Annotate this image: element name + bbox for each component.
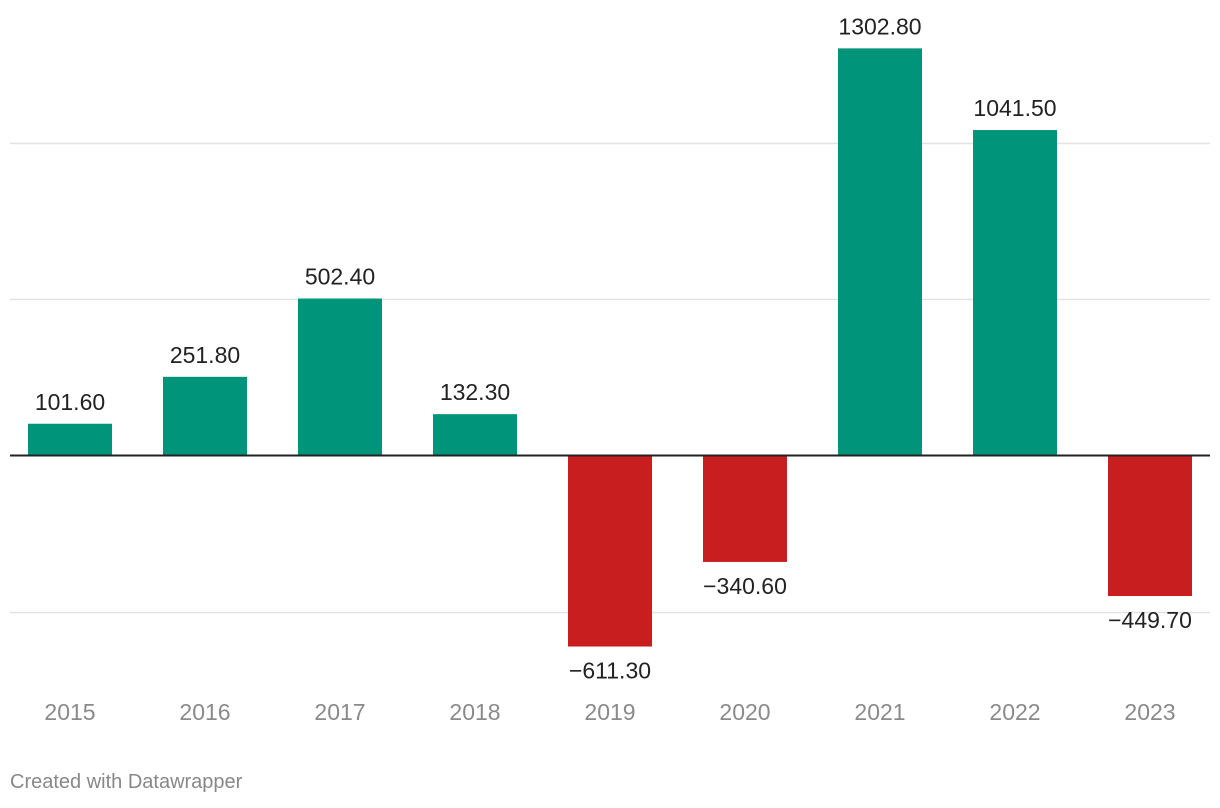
bars (28, 48, 1192, 647)
value-label: 1302.80 (838, 13, 921, 39)
value-label: 502.40 (305, 264, 375, 290)
x-tick-label: 2016 (179, 699, 230, 725)
value-labels: 101.60 251.80 502.40 132.30 −611.30 −340.60 13… (35, 13, 1192, 683)
value-label: 251.80 (170, 342, 240, 368)
bar-2023 (1108, 455, 1192, 597)
x-axis-ticks: 2015 2016 2017 2018 2019 2020 2021 2022 2023 (44, 699, 1175, 725)
footer-credit: Created with Datawrapper (10, 771, 243, 793)
x-tick-label: 2020 (719, 699, 770, 725)
bar-2022 (973, 130, 1057, 456)
bar-2017 (298, 298, 382, 456)
bar-2015 (28, 423, 112, 456)
bar-2018 (433, 414, 517, 456)
bar-2020 (703, 455, 787, 562)
value-label: 1041.50 (973, 95, 1056, 121)
x-tick-label: 2021 (854, 699, 905, 725)
x-tick-label: 2019 (584, 699, 635, 725)
x-tick-label: 2015 (44, 699, 95, 725)
bar-2019 (568, 455, 652, 647)
value-label: 101.60 (35, 389, 105, 415)
x-tick-label: 2017 (314, 699, 365, 725)
x-tick-label: 2022 (989, 699, 1040, 725)
value-label: −340.60 (703, 573, 787, 599)
x-tick-label: 2023 (1124, 699, 1175, 725)
value-label: −449.70 (1108, 607, 1192, 633)
value-label: −611.30 (569, 658, 651, 684)
bar-2016 (163, 376, 247, 456)
bar-2021 (838, 48, 922, 456)
value-label: 132.30 (440, 379, 510, 405)
x-tick-label: 2018 (449, 699, 500, 725)
bar-chart: 101.60 251.80 502.40 132.30 −611.30 −340.60 13… (10, 13, 1210, 725)
